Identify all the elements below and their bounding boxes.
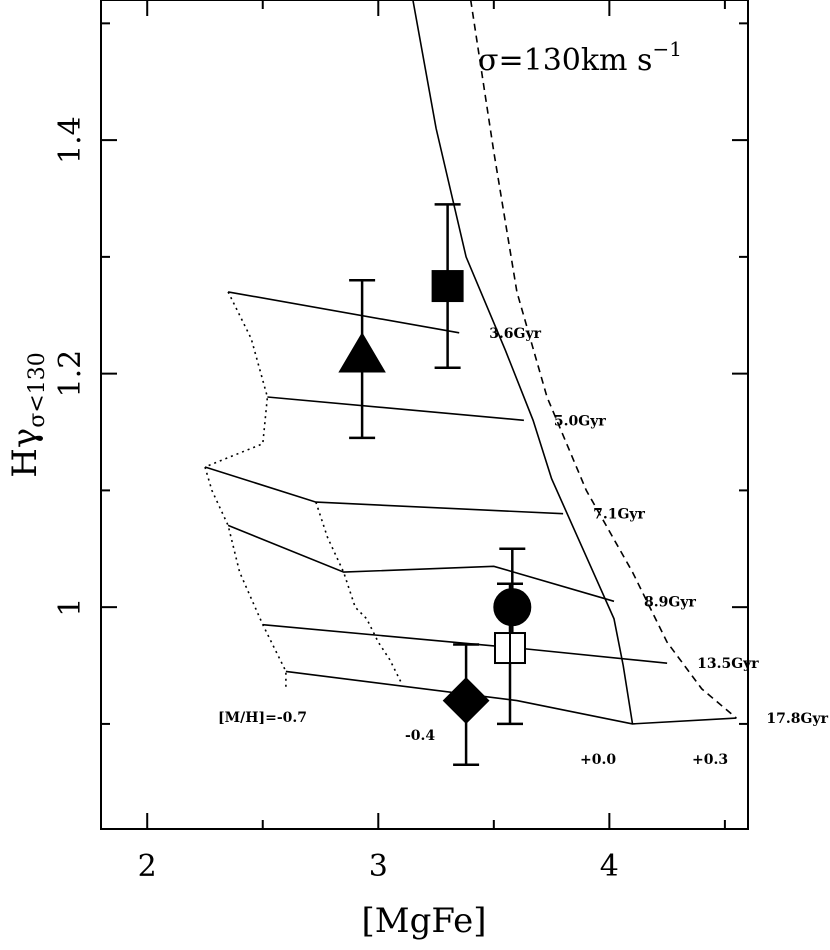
data-point-4 [442,643,490,767]
y-tick-label-1: 1.2 [53,350,88,398]
metallicity-line-3 [469,0,737,719]
marker-circle-2 [493,588,532,627]
marker-diamond-4 [442,677,490,724]
metallicity-label-0: [M/H]=-0.7 [218,710,307,726]
age-label-2: 7.1Gyr [593,507,645,523]
age-line-2 [204,466,564,515]
marker-square-0 [431,270,464,303]
chart-labels: σ=130km s−1 [MgFe] Hγσ<130 3.6Gyr 5.0Gyr 7… [5,37,829,941]
age-line-0 [227,291,460,334]
y-axis-label: Hγσ<130 [5,352,50,477]
metallicity-label-3: +0.3 [692,752,728,768]
x-tick-label-2: 4 [600,849,619,884]
age-line-3 [227,524,615,603]
data-points [338,203,532,767]
metallicity-label-1: -0.4 [405,728,435,744]
data-point-2 [493,547,532,644]
metallicity-line-2 [412,0,634,725]
data-point-0 [431,203,464,370]
data-point-1 [338,278,386,440]
marker-triangle-1 [338,332,386,373]
y-tick-label-2: 1.4 [53,116,88,164]
metallicity-label-2: +0.0 [580,752,616,768]
y-axis-label-sub: σ<130 [25,352,50,427]
sigma-annotation-main: σ=130km s [478,43,652,78]
sigma-annotation: σ=130km s−1 [478,37,682,78]
y-axis-label-main: Hγ [5,428,45,478]
model-grid [204,0,737,725]
data-point-3 [493,582,526,726]
metallicity-line-0 [204,291,287,689]
x-tick-label-1: 3 [369,849,388,884]
x-tick-label-0: 2 [138,849,157,884]
age-line-5 [285,670,737,725]
x-axis-label: [MgFe] [362,901,487,941]
chart-ticks: 2 3 4 1 1.2 1.4 [53,0,748,884]
age-label-1: 5.0Gyr [554,413,606,429]
age-label-5: 17.8Gyr [766,711,828,727]
age-label-4: 13.5Gyr [697,656,759,672]
age-label-3: 8.9Gyr [644,594,696,610]
metallicity-line-1 [315,501,403,684]
sigma-annotation-sup: −1 [652,37,681,61]
age-label-0: 3.6Gyr [489,326,541,342]
chart-axes [100,0,749,830]
y-tick-label-0: 1 [53,598,88,617]
plot-frame [100,0,749,830]
age-line-1 [267,396,524,422]
